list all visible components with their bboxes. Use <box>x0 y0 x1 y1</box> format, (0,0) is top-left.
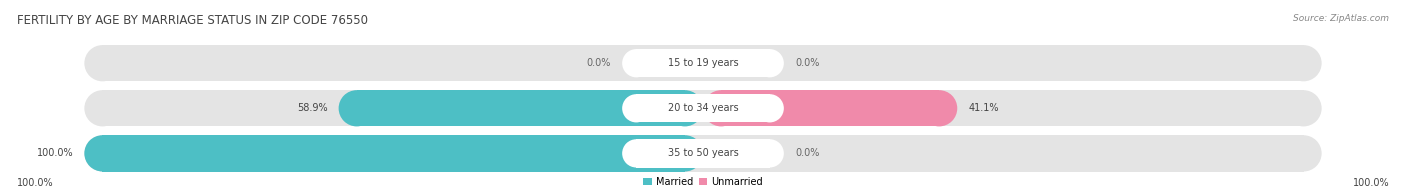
Ellipse shape <box>621 49 651 77</box>
Bar <box>357 90 685 126</box>
Ellipse shape <box>1285 135 1322 172</box>
Bar <box>721 90 939 126</box>
Text: 41.1%: 41.1% <box>969 103 1000 113</box>
Ellipse shape <box>666 135 703 172</box>
Ellipse shape <box>84 90 121 126</box>
Text: Source: ZipAtlas.com: Source: ZipAtlas.com <box>1294 14 1389 23</box>
Ellipse shape <box>339 90 375 126</box>
Ellipse shape <box>703 90 740 126</box>
Ellipse shape <box>1285 45 1322 81</box>
Ellipse shape <box>755 94 785 122</box>
Ellipse shape <box>84 135 121 172</box>
Bar <box>103 90 1303 126</box>
Ellipse shape <box>621 139 651 168</box>
Text: 58.9%: 58.9% <box>297 103 328 113</box>
Bar <box>637 49 769 77</box>
Text: 100.0%: 100.0% <box>17 178 53 188</box>
Text: 0.0%: 0.0% <box>796 148 820 158</box>
Ellipse shape <box>666 90 703 126</box>
Text: 0.0%: 0.0% <box>586 58 612 68</box>
Text: 100.0%: 100.0% <box>37 148 73 158</box>
Text: 20 to 34 years: 20 to 34 years <box>668 103 738 113</box>
Text: FERTILITY BY AGE BY MARRIAGE STATUS IN ZIP CODE 76550: FERTILITY BY AGE BY MARRIAGE STATUS IN Z… <box>17 14 368 27</box>
Ellipse shape <box>84 45 121 81</box>
Text: 35 to 50 years: 35 to 50 years <box>668 148 738 158</box>
Ellipse shape <box>921 90 957 126</box>
Bar <box>103 135 1303 172</box>
Bar <box>637 94 769 122</box>
Ellipse shape <box>84 135 121 172</box>
Text: 0.0%: 0.0% <box>796 58 820 68</box>
Ellipse shape <box>1285 90 1322 126</box>
Legend: Married, Unmarried: Married, Unmarried <box>640 173 766 191</box>
Ellipse shape <box>755 139 785 168</box>
Bar <box>103 135 685 172</box>
Text: 15 to 19 years: 15 to 19 years <box>668 58 738 68</box>
Bar <box>103 45 1303 81</box>
Ellipse shape <box>621 94 651 122</box>
Ellipse shape <box>755 49 785 77</box>
Bar <box>637 139 769 168</box>
Text: 100.0%: 100.0% <box>1353 178 1389 188</box>
